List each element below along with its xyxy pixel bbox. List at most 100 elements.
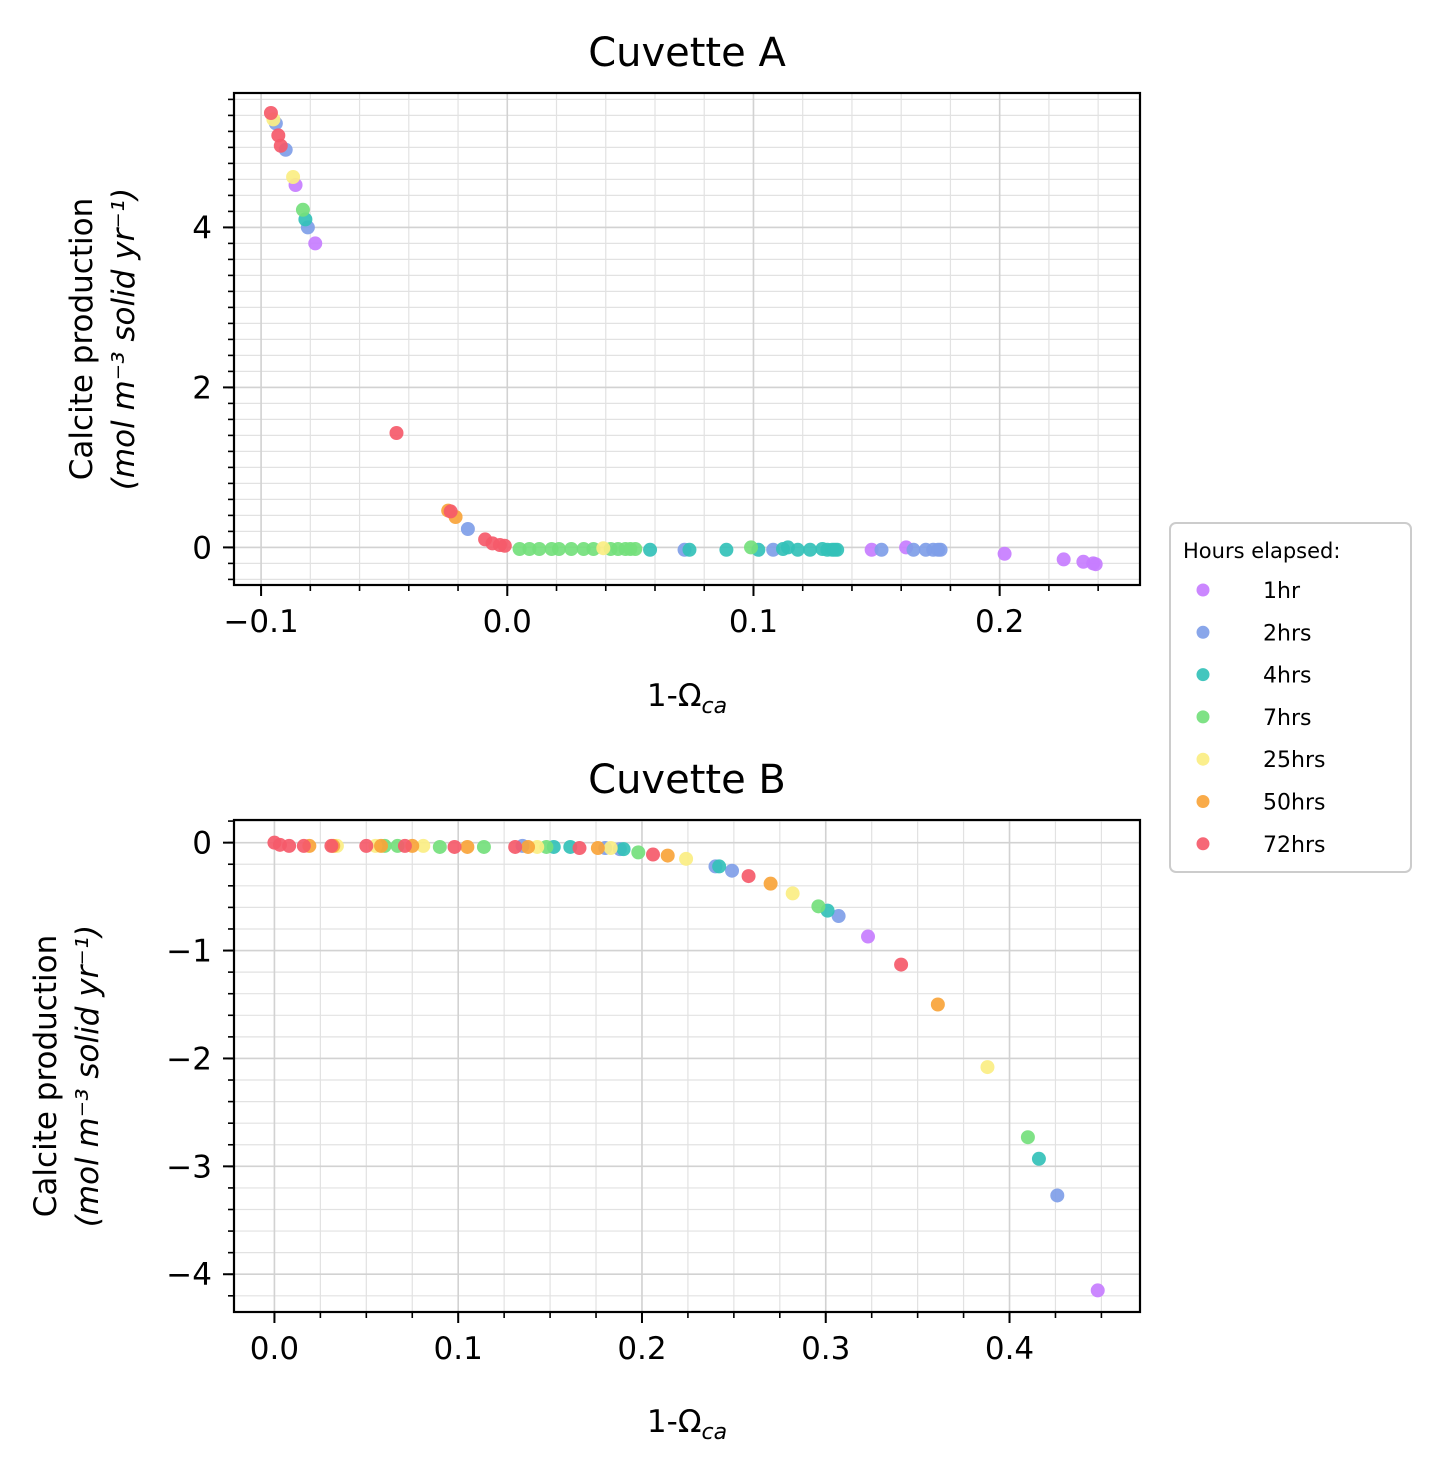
data-point bbox=[744, 540, 759, 555]
data-point bbox=[712, 859, 727, 874]
legend-label: 50hrs bbox=[1263, 791, 1325, 816]
data-point bbox=[1090, 1283, 1105, 1298]
data-point bbox=[643, 542, 658, 557]
panel-a-ylabel-unit: (mol m⁻³ solid yr⁻¹) bbox=[106, 188, 142, 490]
y-tick-label: 2 bbox=[192, 370, 212, 406]
data-point bbox=[389, 426, 404, 440]
data-point bbox=[308, 236, 323, 251]
x-tick-label: 0.0 bbox=[250, 1331, 299, 1367]
panel-cuvette-a: −0.1 0.0 0.1 0.2 0 2 4 Cuvette A 1-Ωca Calcite… bbox=[64, 30, 1142, 719]
data-point bbox=[263, 106, 278, 120]
data-point bbox=[497, 538, 512, 553]
legend-marker bbox=[1196, 668, 1210, 682]
data-point bbox=[572, 841, 587, 856]
data-point bbox=[997, 546, 1012, 561]
data-point bbox=[374, 838, 389, 853]
data-point bbox=[447, 839, 462, 854]
y-tick-label: 0 bbox=[192, 826, 212, 862]
panel-b-xlabel-sub: ca bbox=[702, 1420, 728, 1445]
data-point bbox=[906, 542, 921, 557]
panel-b-grid bbox=[234, 820, 1140, 1312]
data-point bbox=[1020, 1130, 1035, 1145]
legend-marker bbox=[1196, 710, 1210, 724]
legend-label: 7hrs bbox=[1263, 706, 1311, 731]
data-point bbox=[359, 838, 374, 853]
data-point bbox=[576, 542, 591, 556]
legend-marker bbox=[1196, 625, 1210, 639]
x-tick-label: 0.4 bbox=[985, 1331, 1034, 1367]
data-point bbox=[682, 542, 697, 557]
panel-a-points bbox=[263, 106, 1103, 572]
data-point bbox=[476, 839, 491, 854]
data-point bbox=[397, 838, 412, 853]
legend-marker bbox=[1196, 752, 1210, 766]
data-point bbox=[522, 542, 537, 556]
y-tick-label: −2 bbox=[166, 1041, 212, 1077]
data-point bbox=[416, 838, 431, 853]
data-point bbox=[803, 542, 818, 557]
data-point bbox=[295, 202, 310, 217]
panel-cuvette-b: 0.0 0.1 0.2 0.3 0.4 0 −1 −2 −3 −4 Cuvette B 1-Ωca… bbox=[28, 757, 1142, 1445]
data-point bbox=[785, 886, 800, 901]
x-tick-label: −0.1 bbox=[223, 604, 298, 640]
x-tick-label: 0.2 bbox=[975, 604, 1024, 640]
legend-items: 1hr 2hrs 4hrs 7hrs 25hrs 50hrs 72hrs bbox=[1196, 579, 1325, 858]
panel-a-ylabel-line1: Calcite production bbox=[64, 198, 100, 480]
x-tick-label: 0.0 bbox=[483, 604, 532, 640]
y-tick-label: 4 bbox=[192, 210, 212, 246]
panel-b-ylabel-line1: Calcite production bbox=[28, 935, 64, 1217]
panel-a-xlabel-main: 1-Ω bbox=[647, 678, 702, 714]
data-point bbox=[590, 841, 605, 856]
data-point bbox=[432, 839, 447, 854]
panel-b-xlabel-main: 1-Ω bbox=[647, 1404, 702, 1440]
legend-label: 1hr bbox=[1263, 579, 1301, 604]
data-point bbox=[1031, 1151, 1046, 1166]
data-point bbox=[508, 839, 523, 854]
data-point bbox=[512, 542, 527, 556]
panel-b-ylabel: Calcite production (mol m⁻³ solid yr⁻¹) bbox=[28, 925, 106, 1227]
panel-a-xlabel-sub: ca bbox=[702, 694, 728, 719]
legend-label: 25hrs bbox=[1263, 748, 1325, 773]
panel-b-ylabel-unit: (mol m⁻³ solid yr⁻¹) bbox=[70, 925, 106, 1227]
data-point bbox=[719, 542, 734, 557]
data-point bbox=[679, 851, 694, 866]
panel-b-xlabel: 1-Ωca bbox=[647, 1404, 727, 1445]
legend-title: Hours elapsed: bbox=[1183, 539, 1340, 563]
data-point bbox=[460, 522, 475, 536]
data-point bbox=[286, 170, 301, 184]
data-point bbox=[725, 863, 740, 878]
data-point bbox=[646, 847, 661, 862]
data-point bbox=[980, 1060, 995, 1075]
data-point bbox=[811, 899, 826, 914]
panel-b-frame bbox=[232, 818, 1142, 1314]
data-point bbox=[660, 848, 675, 863]
panel-b-ticks: 0.0 0.1 0.2 0.3 0.4 0 −1 −2 −3 −4 bbox=[166, 820, 1103, 1367]
panel-b-points bbox=[267, 835, 1105, 1298]
y-tick-label: 0 bbox=[192, 530, 212, 566]
data-point bbox=[596, 541, 611, 556]
data-point bbox=[273, 138, 288, 153]
data-point bbox=[1050, 1188, 1065, 1203]
legend-marker bbox=[1196, 795, 1210, 808]
data-point bbox=[933, 542, 948, 557]
x-tick-label: 0.2 bbox=[617, 1331, 666, 1367]
data-point bbox=[874, 542, 889, 557]
data-point bbox=[930, 997, 945, 1012]
data-point bbox=[532, 542, 547, 556]
data-point bbox=[631, 845, 646, 860]
y-tick-label: −4 bbox=[166, 1257, 212, 1293]
data-point bbox=[324, 838, 339, 853]
y-tick-label: −3 bbox=[166, 1149, 212, 1185]
y-tick-label: −1 bbox=[166, 934, 212, 970]
data-point bbox=[1088, 557, 1103, 572]
data-point bbox=[763, 876, 778, 891]
panel-a-xlabel: 1-Ωca bbox=[647, 678, 727, 719]
legend-label: 72hrs bbox=[1263, 833, 1325, 858]
data-point bbox=[741, 869, 756, 884]
x-tick-label: 0.1 bbox=[729, 604, 778, 640]
data-point bbox=[894, 957, 909, 972]
panel-a-ylabel: Calcite production (mol m⁻³ solid yr⁻¹) bbox=[64, 188, 142, 490]
data-point bbox=[628, 542, 643, 556]
data-point bbox=[564, 542, 579, 556]
data-point bbox=[616, 842, 631, 857]
